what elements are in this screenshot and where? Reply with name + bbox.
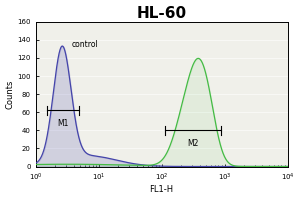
Text: M1: M1 <box>57 119 68 128</box>
Title: HL-60: HL-60 <box>136 6 187 21</box>
Y-axis label: Counts: Counts <box>6 79 15 109</box>
Text: M2: M2 <box>188 139 199 148</box>
Text: control: control <box>72 40 98 49</box>
X-axis label: FL1-H: FL1-H <box>150 185 174 194</box>
